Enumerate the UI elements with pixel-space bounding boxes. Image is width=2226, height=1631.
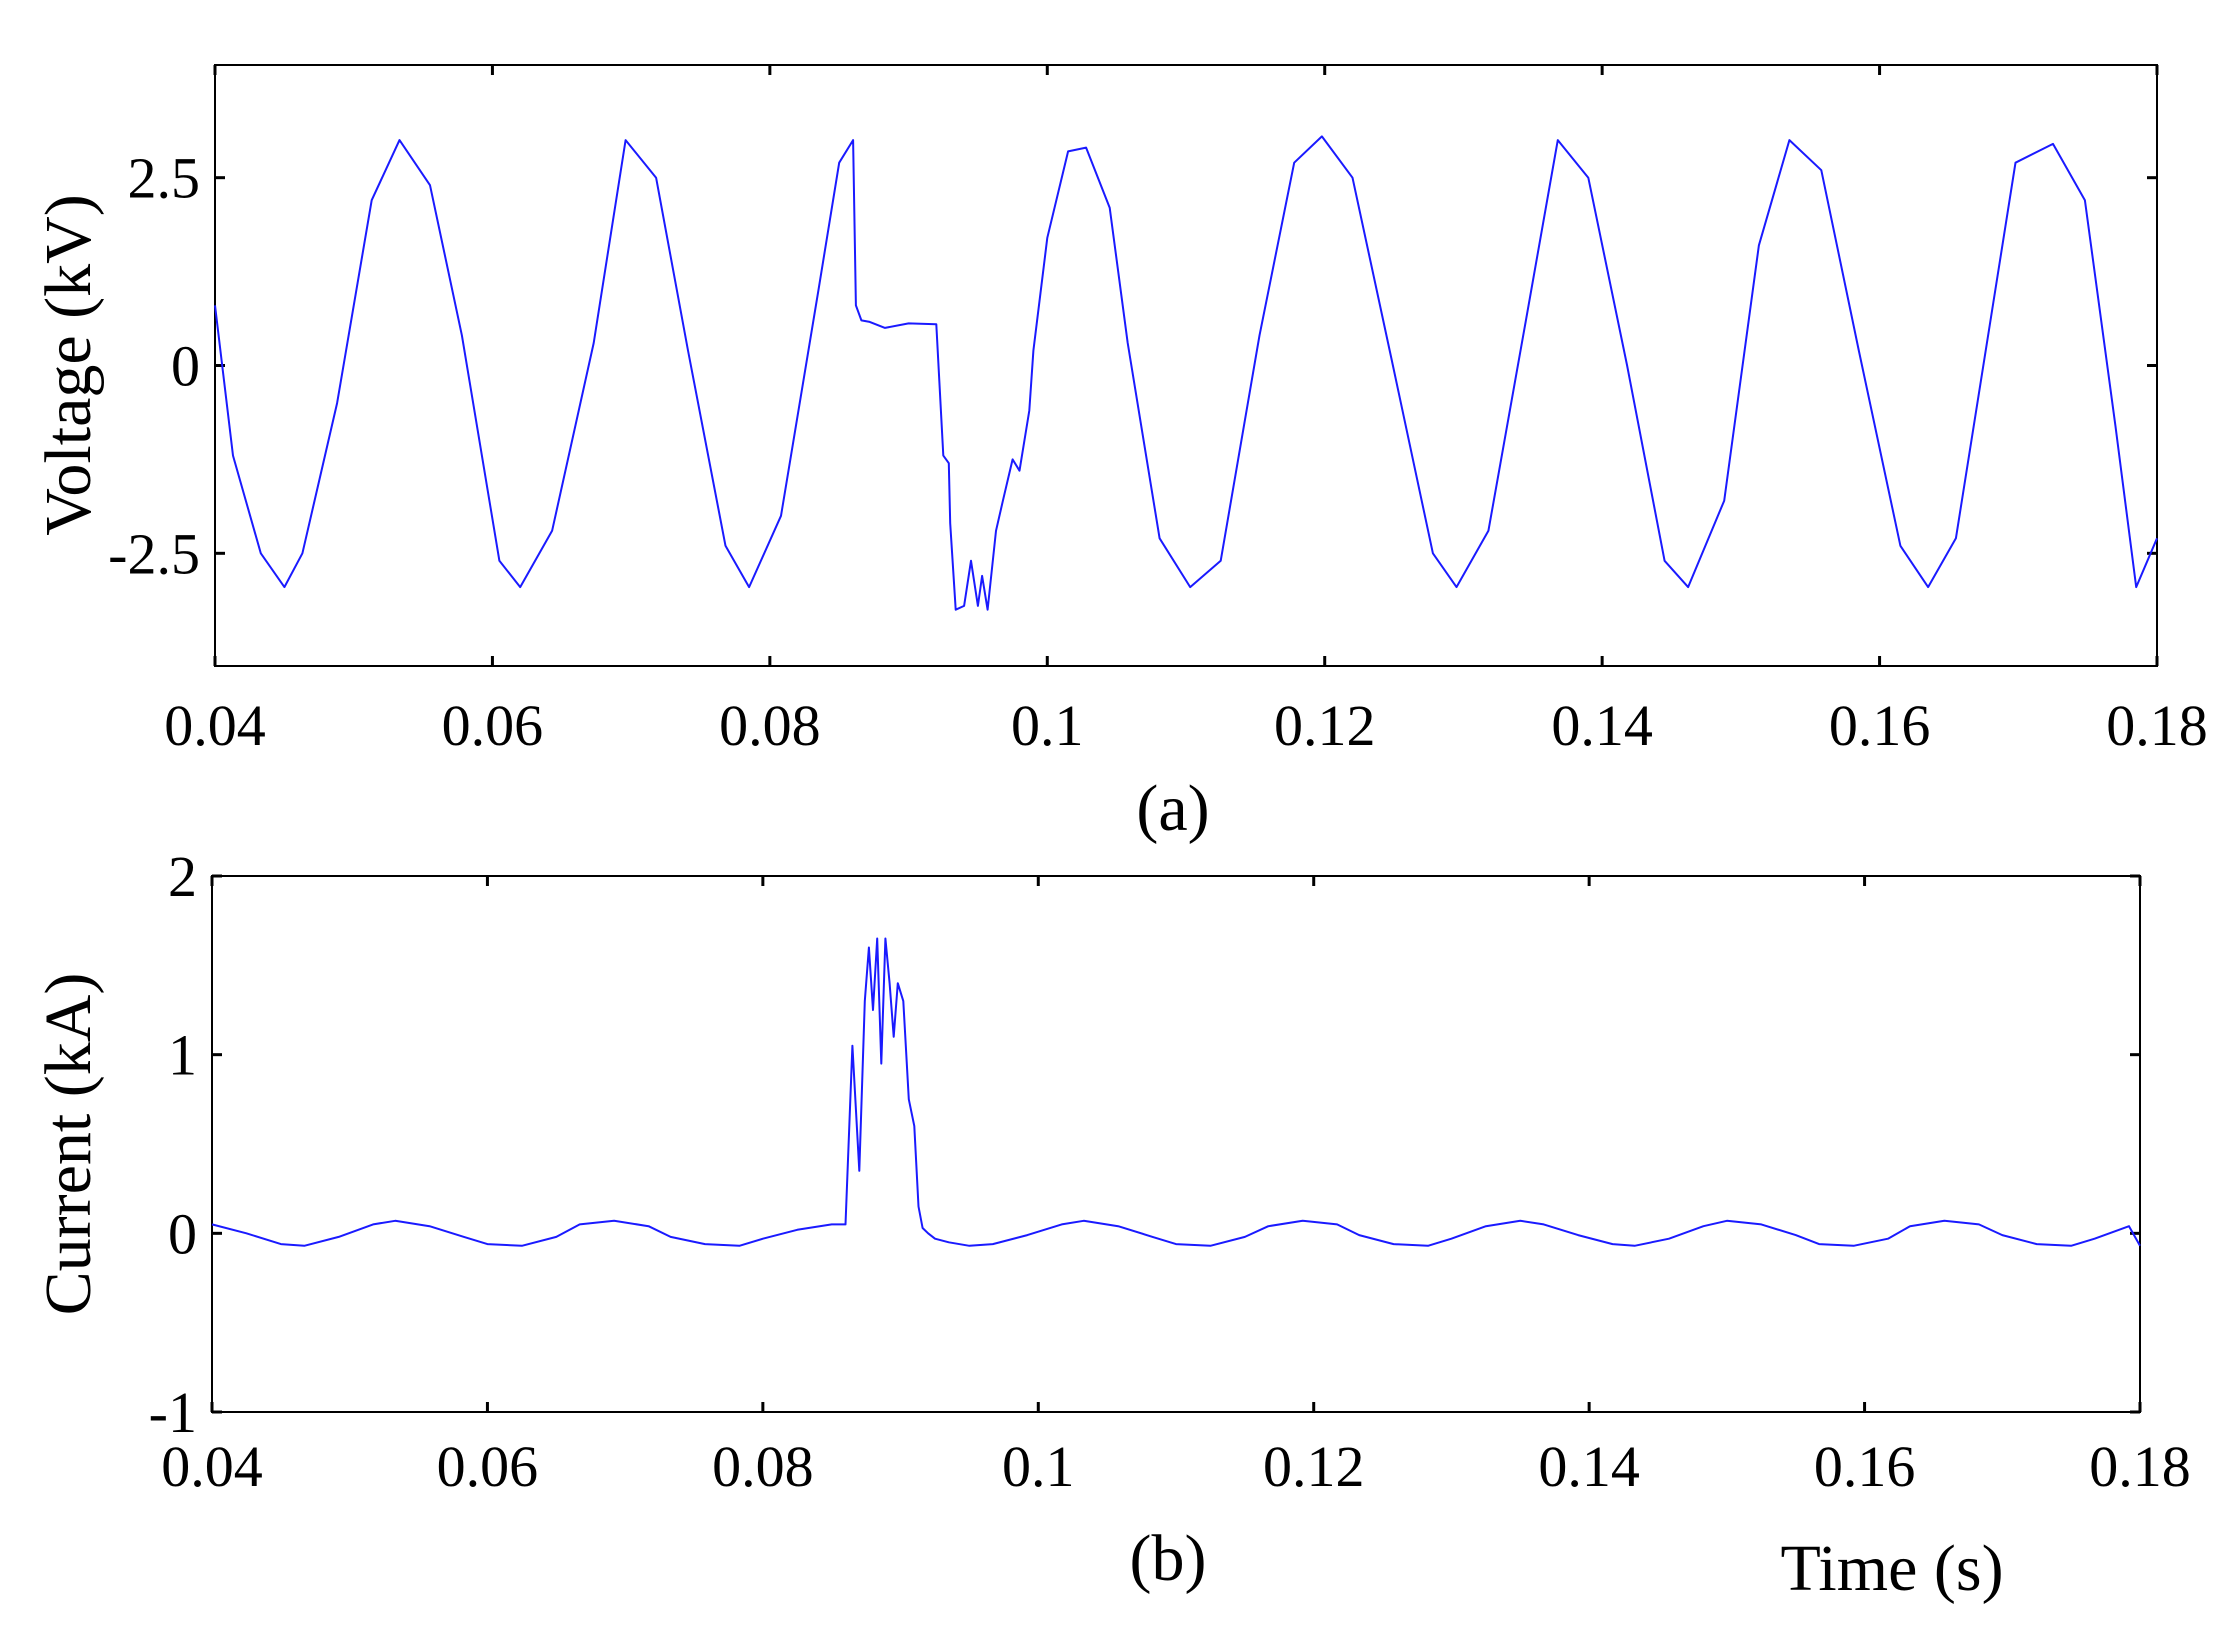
y-tick-labels-a: -2.5 0 2.5 [108, 146, 200, 587]
x-tick-labels-b: 0.04 0.06 0.08 0.1 0.12 0.14 0.16 0.18 [161, 1434, 2191, 1499]
y-tick-label-a: -2.5 [108, 521, 200, 586]
y-tick-label-b: -1 [149, 1380, 197, 1445]
x-tick-label-b: 0.16 [1814, 1434, 1916, 1499]
x-tick-label-a: 0.14 [1551, 693, 1653, 758]
y-tick-label-b: 0 [168, 1201, 197, 1266]
x-tick-label-b: 0.12 [1263, 1434, 1365, 1499]
voltage-trace [214, 135, 2158, 611]
panel-a-voltage: 0.04 0.06 0.08 0.1 0.12 0.14 0.16 0.18 -2.5 0 2.5… [32, 64, 2208, 845]
x-tick-label-b: 0.04 [161, 1434, 263, 1499]
ticks-a [213, 65, 2159, 666]
panel-b-current: 0.04 0.06 0.08 0.1 0.12 0.14 0.16 0.18 -1 0 1 2 Cu… [32, 844, 2191, 1605]
y-tick-label-a: 2.5 [128, 146, 201, 211]
panel-label-b: (b) [1130, 1522, 1207, 1595]
y-tick-label-b: 1 [168, 1023, 197, 1088]
plot-frame-b [211, 875, 2141, 1413]
x-tick-label-a: 0.18 [2106, 693, 2208, 758]
y-tick-labels-b: -1 0 1 2 [149, 844, 197, 1445]
x-tick-label-a: 0.16 [1829, 693, 1931, 758]
x-tick-label-b: 0.08 [712, 1434, 814, 1499]
y-axis-label-a: Voltage (kV) [32, 194, 105, 536]
y-tick-label-b: 2 [168, 844, 197, 909]
y-axis-label-b: Current (kA) [32, 973, 105, 1316]
x-tick-label-a: 0.08 [719, 693, 821, 758]
x-tick-label-a: 0.1 [1011, 693, 1084, 758]
current-trace [211, 937, 2141, 1247]
x-tick-label-a: 0.06 [442, 693, 544, 758]
x-tick-label-b: 0.06 [437, 1434, 539, 1499]
plot-frame-a [214, 64, 2158, 667]
x-axis-label-b: Time (s) [1780, 1532, 2003, 1605]
ticks-b [210, 874, 2142, 1414]
x-tick-label-a: 0.12 [1274, 693, 1376, 758]
panel-label-a: (a) [1136, 772, 1209, 845]
y-tick-label-a: 0 [171, 334, 200, 399]
x-tick-labels-a: 0.04 0.06 0.08 0.1 0.12 0.14 0.16 0.18 [164, 693, 2208, 758]
x-tick-label-b: 0.18 [2089, 1434, 2191, 1499]
x-tick-label-a: 0.04 [164, 693, 266, 758]
x-tick-label-b: 0.1 [1002, 1434, 1075, 1499]
x-tick-label-b: 0.14 [1538, 1434, 1640, 1499]
